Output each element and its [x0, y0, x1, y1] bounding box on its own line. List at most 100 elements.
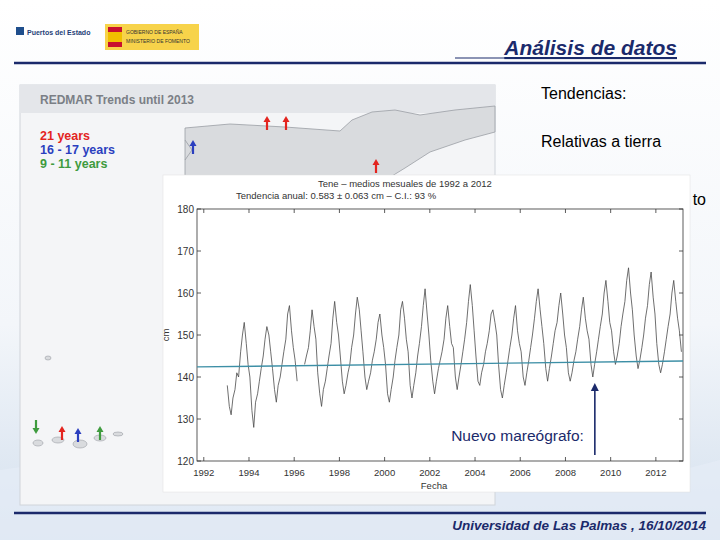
- chart-title: Tene – medios mesuales de 1992 a 2012: [318, 178, 492, 189]
- y-tick-right: [679, 419, 683, 420]
- slide-title: Análisis de datos: [503, 36, 677, 59]
- x-tick-label: 2008: [555, 467, 576, 478]
- y-tick-label: 180: [177, 204, 194, 215]
- y-tick-right: [679, 461, 683, 462]
- y-tick-right: [679, 293, 683, 294]
- trend-arrowhead: [59, 426, 66, 432]
- y-tick: [197, 377, 201, 378]
- x-tick-label: 2004: [464, 467, 485, 478]
- gov-emblem: [108, 27, 122, 47]
- trend-line: [197, 361, 683, 367]
- logo-text: GOBIERNO DE ESPAÑA: [126, 29, 183, 35]
- trend-arrow: [99, 431, 101, 440]
- y-tick-right: [679, 251, 683, 252]
- x-tick-top: [610, 209, 611, 213]
- y-tick: [197, 293, 201, 294]
- trend-arrowhead: [75, 428, 82, 434]
- logo-text: Puertos del Estado: [27, 29, 90, 36]
- x-tick: [339, 457, 340, 461]
- logo-mark: [16, 27, 24, 35]
- chart-subtitle: Tendencia anual: 0.583 ± 0.063 cm – C.I.…: [236, 190, 437, 201]
- annotation-text: Nuevo mareógrafo:: [451, 427, 584, 444]
- x-tick: [248, 457, 249, 461]
- x-tick-top: [339, 209, 340, 213]
- island: [45, 356, 51, 360]
- trend-arrowhead: [190, 140, 197, 146]
- x-tick-top: [384, 209, 385, 213]
- x-tick: [294, 457, 295, 461]
- x-tick-label: 1998: [329, 467, 350, 478]
- island: [33, 440, 43, 446]
- annotation-bg: [421, 425, 583, 445]
- trend-arrowhead: [283, 116, 290, 122]
- annotation-arrow: [594, 389, 596, 455]
- x-axis-label: Fecha: [421, 480, 448, 491]
- x-tick-label: 2006: [510, 467, 531, 478]
- x-tick-label: 1992: [193, 467, 214, 478]
- trend-arrow: [285, 121, 287, 130]
- map-legend-item: 21 years: [40, 129, 90, 143]
- trend-arrowhead: [33, 428, 40, 434]
- x-tick-label: 1996: [284, 467, 305, 478]
- x-tick-label: 2010: [600, 467, 621, 478]
- chart: Tene – medios mesuales de 1992 a 2012Ten…: [160, 178, 683, 491]
- y-tick-label: 120: [177, 456, 194, 467]
- side-text: to: [693, 191, 706, 208]
- x-tick-top: [203, 209, 204, 213]
- side-text: Tendencias:: [541, 85, 626, 102]
- y-tick-right: [679, 209, 683, 210]
- x-tick: [475, 457, 476, 461]
- y-tick: [197, 461, 201, 462]
- trend-arrow: [61, 431, 63, 440]
- plot-frame: [197, 209, 683, 461]
- slide: Puertos del Estado GOBIERNO DE ESPAÑA MINI…: [0, 0, 720, 540]
- trend-arrowhead: [373, 159, 380, 165]
- coast: [185, 140, 192, 160]
- x-tick-top: [294, 209, 295, 213]
- island: [73, 440, 87, 448]
- x-tick: [655, 457, 656, 461]
- side-text: Relativas a tierra: [541, 133, 661, 150]
- y-tick: [197, 251, 201, 252]
- trend-arrow: [35, 420, 37, 429]
- map-title: REDMAR Trends until 2013: [40, 93, 194, 107]
- x-tick-label: 2012: [645, 467, 666, 478]
- y-tick: [197, 335, 201, 336]
- trend-arrow: [375, 164, 377, 173]
- x-tick-label: 2002: [419, 467, 440, 478]
- sea-level-line: [227, 268, 681, 428]
- plot-data: [197, 268, 683, 428]
- y-tick-right: [679, 377, 683, 378]
- x-tick: [384, 457, 385, 461]
- x-tick-label: 1994: [238, 467, 259, 478]
- annotation-arrowhead: [591, 383, 599, 391]
- trend-arrow: [266, 121, 268, 130]
- y-tick-label: 150: [177, 330, 194, 341]
- logo-text: MINISTERIO DE FOMENTO: [126, 38, 190, 44]
- x-tick-top: [475, 209, 476, 213]
- y-tick-label: 130: [177, 414, 194, 425]
- x-tick: [520, 457, 521, 461]
- gov-logo: [105, 24, 199, 50]
- footer-text: Universidad de Las Palmas , 16/10/2014: [452, 518, 706, 533]
- x-tick-top: [429, 209, 430, 213]
- x-tick: [203, 457, 204, 461]
- header-rule: [14, 62, 706, 65]
- trend-arrow: [192, 145, 194, 154]
- land: [185, 106, 495, 176]
- x-tick: [429, 457, 430, 461]
- x-tick-top: [520, 209, 521, 213]
- map-legend-item: 9 - 11 years: [40, 157, 107, 171]
- x-tick-top: [248, 209, 249, 213]
- map-header: [20, 85, 495, 113]
- trend-arrowhead: [264, 116, 271, 122]
- gov-emblem-band: [108, 32, 122, 42]
- x-tick: [565, 457, 566, 461]
- trend-arrow: [77, 433, 79, 442]
- y-tick-label: 140: [177, 372, 194, 383]
- y-tick: [197, 419, 201, 420]
- footer-rule: [14, 512, 706, 515]
- y-tick: [197, 209, 201, 210]
- title-underline: [455, 57, 677, 58]
- y-tick-label: 160: [177, 288, 194, 299]
